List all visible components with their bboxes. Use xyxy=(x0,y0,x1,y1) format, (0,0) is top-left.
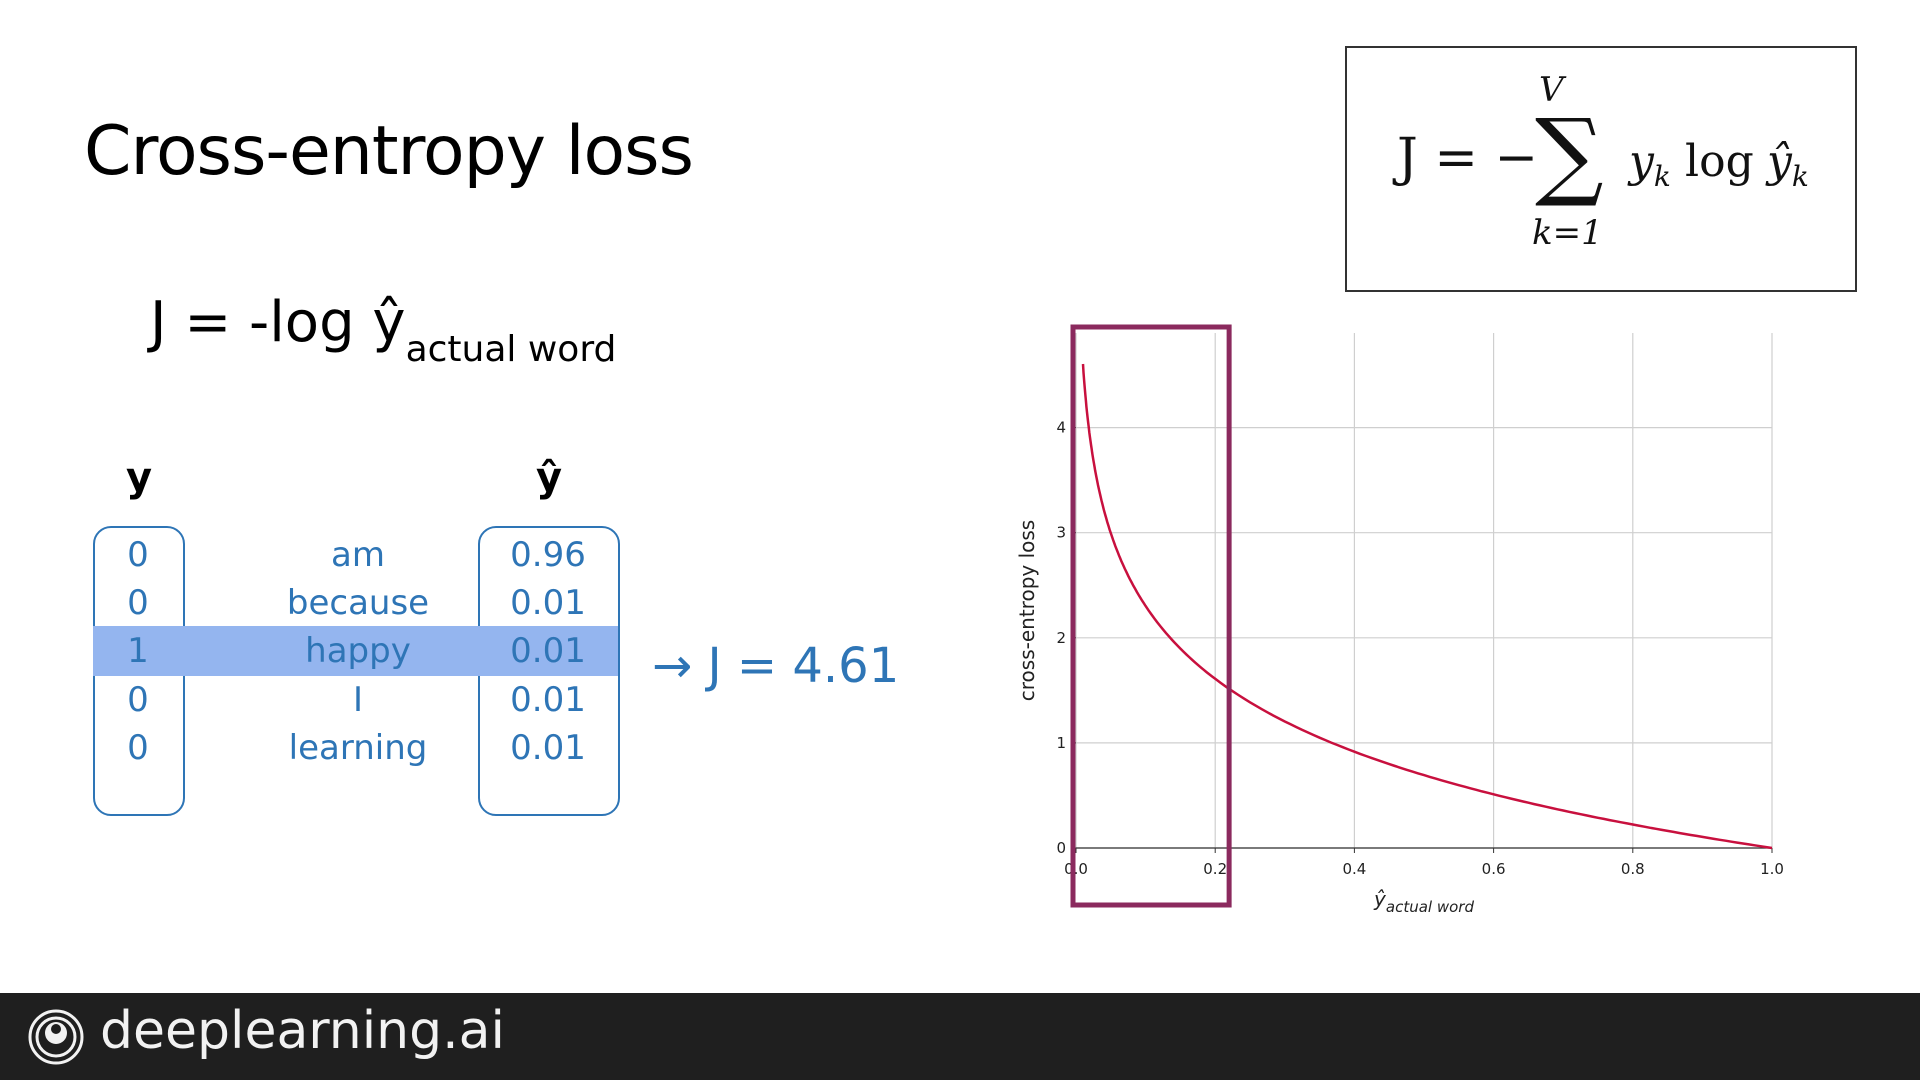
yhat-value: 0.01 xyxy=(510,583,586,623)
yhat-value: 0.01 xyxy=(510,728,586,768)
log-operator: log xyxy=(1685,136,1754,187)
vocab-word: happy xyxy=(305,631,411,671)
slide: Cross-entropy loss J = -log ŷactual word… xyxy=(84,46,1857,915)
y-value: 0 xyxy=(127,728,149,768)
yhat-value: 0.96 xyxy=(510,535,586,575)
y-value: 1 xyxy=(127,631,149,671)
x-tick-label: 0.2 xyxy=(1203,860,1227,878)
chart-x-axis-label: ŷactual word xyxy=(1373,887,1474,915)
simple-loss-formula: J = -log ŷactual word xyxy=(150,290,616,370)
yhat-value: 0.01 xyxy=(510,680,586,720)
y-tick-label: 3 xyxy=(1056,524,1066,542)
vocab-word: I xyxy=(352,680,364,720)
yhat-value: 0.01 xyxy=(510,631,586,671)
y-value: 0 xyxy=(127,535,149,575)
highlight-region-box xyxy=(1070,324,1232,908)
table-row: 0 learning 0.01 xyxy=(93,723,618,773)
sum-lower-limit: k=1 xyxy=(1532,213,1603,253)
y-tick-label: 4 xyxy=(1056,419,1066,437)
y-value: 0 xyxy=(127,680,149,720)
table-row: 0 am 0.96 xyxy=(93,530,618,580)
formula-subscript: actual word xyxy=(405,328,617,370)
chart-y-axis-label: cross-entropy loss xyxy=(1015,520,1039,701)
x-tick-label: 0.6 xyxy=(1482,860,1506,878)
vocab-word: am xyxy=(331,535,385,575)
yhat-vector-header: ŷ xyxy=(536,455,563,501)
table-row: 0 I 0.01 xyxy=(93,675,618,725)
y-tick-label: 2 xyxy=(1056,629,1066,647)
x-tick-label: 0.4 xyxy=(1342,860,1366,878)
y-tick-label: 1 xyxy=(1056,734,1066,752)
general-loss-formula-box: J = − V ∑ k=1 yk log ŷk xyxy=(1345,46,1857,292)
y-value: 0 xyxy=(127,583,149,623)
sum-upper-limit: V xyxy=(1539,70,1564,110)
loss-chart: 0.0 0.2 0.4 0.6 0.8 1.0 0 1 2 3 4 cross-entropy lo… xyxy=(1015,324,1784,915)
table-row: 0 because 0.01 xyxy=(93,578,618,628)
chart-grid xyxy=(1075,333,1773,849)
loss-result: → J = 4.61 xyxy=(652,638,900,694)
general-formula-lhs: J = − xyxy=(1397,128,1539,188)
loss-curve xyxy=(1081,363,1773,850)
deeplearning-logo-icon xyxy=(28,1009,84,1065)
x-tick-label: 0.8 xyxy=(1621,860,1645,878)
vocab-word: because xyxy=(286,583,430,623)
table-row: 1 happy 0.01 xyxy=(93,626,618,676)
probability-table: 0 am 0.96 0 because 0.01 1 happy 0.01 0 I 0.01 0 lear… xyxy=(93,526,620,816)
yhat-term: ŷk xyxy=(1767,136,1809,193)
sum-symbol: ∑ xyxy=(1535,98,1604,210)
y-tick-label: 0 xyxy=(1056,839,1066,857)
vocab-word: learning xyxy=(288,728,428,768)
x-tick-label: 0.0 xyxy=(1064,860,1088,878)
formula-lhs: J = -log ŷ xyxy=(150,290,406,355)
footer-bar: deeplearning.ai xyxy=(0,993,1920,1080)
y-term: yk xyxy=(1629,136,1671,193)
slide-title: Cross-entropy loss xyxy=(84,112,694,191)
brand-name: deeplearning.ai xyxy=(100,1001,505,1061)
x-tick-label: 1.0 xyxy=(1760,860,1784,878)
chart-ticks: 0.0 0.2 0.4 0.6 0.8 1.0 0 1 2 3 4 xyxy=(1056,419,1783,878)
y-vector-header: y xyxy=(126,455,153,501)
